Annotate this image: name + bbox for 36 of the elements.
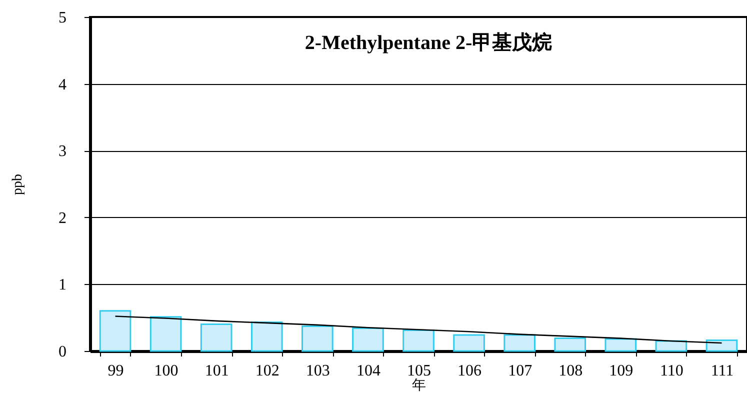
- x-tick-label: 101: [204, 362, 229, 380]
- y-tick-label: 4: [58, 76, 66, 94]
- y-tick-label: 1: [58, 276, 66, 294]
- line-series: [114, 316, 722, 344]
- bar: [655, 340, 688, 352]
- bar: [504, 334, 536, 352]
- bar: [554, 338, 586, 352]
- y-tick-label: 2: [58, 210, 66, 227]
- x-tick-label: 109: [609, 362, 634, 380]
- x-tick-label: 104: [356, 362, 380, 380]
- y-tick-label: 0: [58, 344, 66, 360]
- x-tick-label: 110: [660, 362, 684, 380]
- y-axis-title: ppb: [10, 174, 26, 195]
- text: 2-Methylpentane 2-甲基戊烷: [304, 31, 552, 54]
- x-tick-label: 100: [154, 362, 178, 380]
- bar: [706, 340, 738, 352]
- x-tick-label: 107: [508, 362, 532, 380]
- bar: [604, 338, 637, 352]
- bar: [200, 324, 232, 352]
- x-tick-label: 102: [255, 362, 280, 380]
- bar: [453, 334, 485, 352]
- x-tick-label: 103: [306, 362, 330, 380]
- y-tick-label: 5: [58, 10, 66, 26]
- x-tick-label: 106: [458, 362, 482, 380]
- bar: [99, 310, 132, 352]
- bar: [250, 322, 283, 352]
- x-tick-label: 105: [407, 362, 431, 380]
- x-tick-label: 99: [108, 362, 124, 380]
- y-tick-label: 3: [58, 143, 66, 160]
- bar: [352, 328, 384, 352]
- bar: [150, 316, 182, 352]
- bar: [302, 326, 334, 352]
- x-tick-label: 111: [710, 362, 734, 380]
- x-axis-title: 年: [412, 378, 426, 394]
- x-tick-label: 108: [558, 362, 583, 380]
- bar: [402, 330, 434, 352]
